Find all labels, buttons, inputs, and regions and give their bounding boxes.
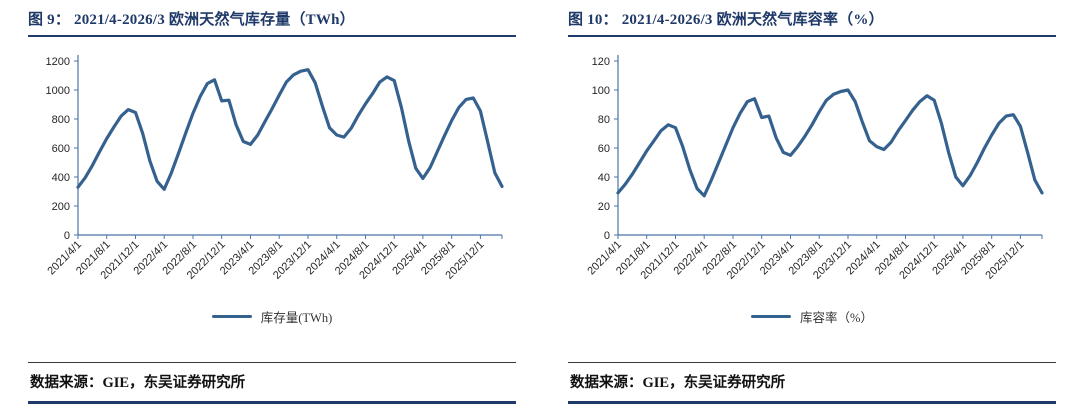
svg-text:200: 200 bbox=[52, 201, 70, 213]
chart-panel-fill-rate: 图 10： 2021/4-2026/3 欧洲天然气库容率（%） 0 20 40 60 8… bbox=[540, 0, 1080, 414]
chart-title: 图 10： 2021/4-2026/3 欧洲天然气库容率（%） bbox=[568, 12, 884, 28]
source-block: 数据来源：GIE，东吴证券研究所 bbox=[28, 362, 516, 414]
source-block: 数据来源：GIE，东吴证券研究所 bbox=[568, 362, 1056, 414]
svg-text:40: 40 bbox=[598, 172, 610, 184]
fill-rate-line-chart: 0204060801001202021/4/12021/8/12021/12/1… bbox=[585, 55, 1044, 282]
svg-text:80: 80 bbox=[598, 114, 610, 126]
title-divider bbox=[568, 35, 1056, 37]
storage-volume-line-chart: 0200400600800100012002021/4/12021/8/1202… bbox=[45, 55, 504, 282]
chart-legend: 库容率（%） bbox=[568, 307, 1056, 326]
panel-bottom-rule bbox=[568, 401, 1056, 404]
svg-text:1200: 1200 bbox=[46, 56, 70, 68]
legend-label: 库容率（%） bbox=[800, 311, 873, 325]
svg-text:600: 600 bbox=[52, 143, 70, 155]
svg-text:60: 60 bbox=[598, 143, 610, 155]
chart-title: 图 9： 2021/4-2026/3 欧洲天然气库存量（TWh） bbox=[28, 12, 355, 28]
legend-line-swatch bbox=[751, 315, 792, 318]
svg-text:800: 800 bbox=[52, 114, 70, 126]
svg-text:0: 0 bbox=[64, 230, 70, 242]
data-source-text: 数据来源：GIE，东吴证券研究所 bbox=[570, 375, 786, 391]
svg-text:100: 100 bbox=[592, 85, 610, 97]
chart-legend: 库存量(TWh) bbox=[28, 307, 516, 326]
chart-panel-storage-volume: 图 9： 2021/4-2026/3 欧洲天然气库存量（TWh） 0 200 400… bbox=[28, 12, 516, 414]
legend-line-swatch bbox=[211, 315, 252, 318]
title-divider bbox=[28, 35, 516, 37]
source-divider bbox=[28, 362, 516, 363]
svg-text:120: 120 bbox=[592, 56, 610, 68]
svg-text:1000: 1000 bbox=[46, 85, 70, 97]
svg-text:400: 400 bbox=[52, 172, 70, 184]
legend-label: 库存量(TWh) bbox=[260, 311, 333, 325]
svg-text:20: 20 bbox=[598, 201, 610, 213]
source-divider bbox=[568, 362, 1056, 363]
data-source-text: 数据来源：GIE，东吴证券研究所 bbox=[30, 375, 246, 391]
svg-text:0: 0 bbox=[604, 230, 610, 242]
panel-bottom-rule bbox=[28, 401, 516, 404]
